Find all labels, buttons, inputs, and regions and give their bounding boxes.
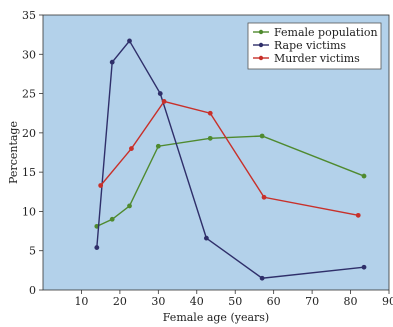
legend-marker — [258, 42, 264, 48]
y-tick-label: 30 — [22, 48, 36, 61]
data-point-female-population — [207, 135, 213, 141]
legend-marker — [258, 55, 264, 61]
y-tick-label: 10 — [22, 205, 36, 218]
x-tick-label: 40 — [190, 295, 204, 308]
data-point-rape-victims — [361, 264, 367, 270]
data-point-murder-victims — [161, 99, 167, 104]
series-murder-victims — [98, 99, 361, 218]
legend-label: Female population — [274, 26, 378, 39]
data-point-rape-victims — [109, 59, 115, 65]
x-tick-label: 20 — [113, 295, 127, 308]
y-tick-label: 35 — [22, 9, 36, 22]
x-tick-label: 60 — [267, 295, 281, 308]
data-point-rape-victims — [259, 275, 265, 281]
x-axis-title: Female age (years) — [163, 311, 269, 324]
legend-marker — [258, 29, 264, 35]
y-tick-label: 20 — [22, 127, 36, 140]
data-point-female-population — [259, 133, 265, 139]
x-tick-label: 10 — [74, 295, 88, 308]
data-point-murder-victims — [98, 183, 104, 188]
y-tick-label: 0 — [29, 284, 36, 297]
data-point-rape-victims — [94, 245, 100, 250]
data-point-murder-victims — [207, 110, 213, 116]
y-tick-label: 15 — [22, 166, 36, 179]
y-axis-title: Percentage — [7, 121, 20, 184]
data-point-rape-victims — [127, 38, 132, 44]
series-rape-victims — [94, 38, 367, 281]
legend-label: Rape victims — [274, 39, 346, 52]
data-point-female-population — [155, 143, 161, 149]
x-tick-label: 90 — [382, 295, 393, 308]
x-tick-label: 50 — [228, 295, 242, 308]
legend-label: Murder victims — [274, 52, 360, 65]
data-point-female-population — [127, 203, 132, 209]
x-tick-label: 30 — [151, 295, 165, 308]
series-line-murder-victims — [100, 100, 359, 217]
x-tick-label: 80 — [344, 295, 358, 308]
y-tick-label: 25 — [22, 88, 36, 101]
data-point-female-population — [361, 173, 367, 179]
data-point-female-population — [109, 216, 115, 222]
data-point-murder-victims — [355, 212, 361, 218]
data-point-murder-victims — [261, 194, 267, 200]
legend-box — [247, 22, 382, 70]
y-tick-label: 5 — [29, 245, 36, 258]
x-tick-label: 70 — [305, 295, 319, 308]
series-female-population — [94, 133, 367, 229]
data-point-rape-victims — [157, 91, 163, 96]
data-point-murder-victims — [129, 146, 134, 151]
data-point-rape-victims — [203, 235, 209, 241]
